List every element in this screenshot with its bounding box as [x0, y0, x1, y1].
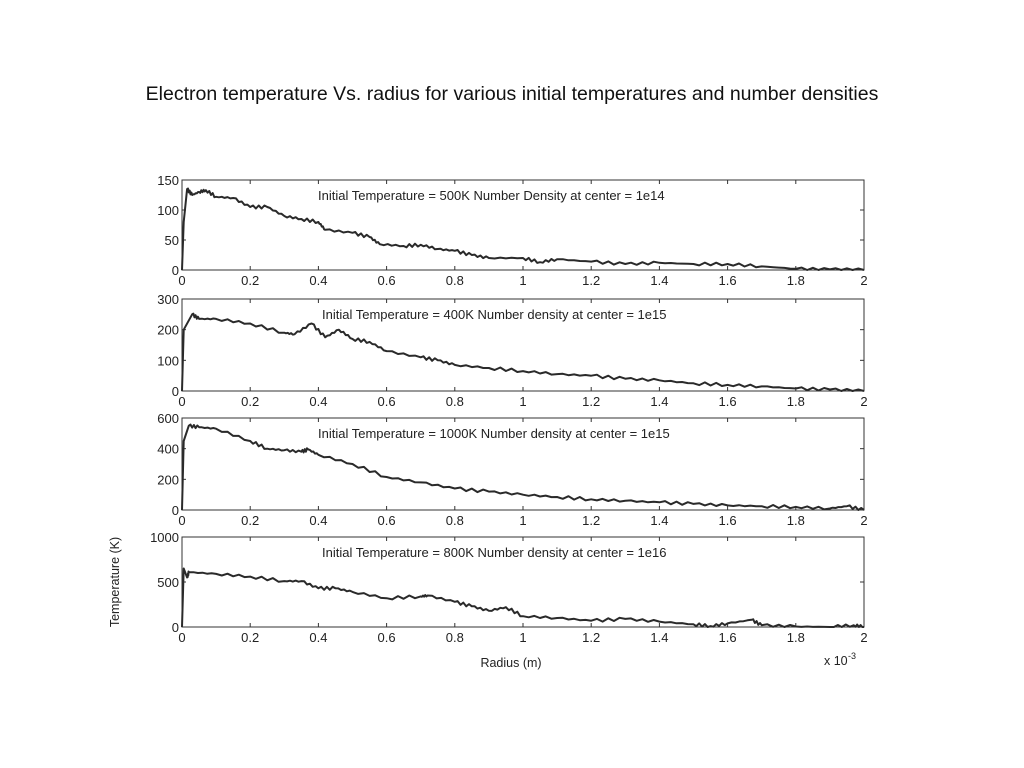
x-tick-label: 1.8: [787, 630, 805, 645]
y-tick-label: 150: [157, 173, 179, 188]
x-tick-label: 1.4: [650, 513, 668, 528]
y-tick-label: 400: [157, 442, 179, 457]
x-tick-label: 0: [178, 273, 185, 288]
slide-title: Electron temperature Vs. radius for vari…: [145, 83, 879, 105]
x-tick-label: 1.4: [650, 273, 668, 288]
y-tick-label: 50: [165, 233, 179, 248]
x-tick-label: 1.4: [650, 394, 668, 409]
panel-annotation: Initial Temperature = 500K Number Densit…: [318, 188, 665, 203]
x-tick-label: 1.2: [582, 273, 600, 288]
y-tick-label: 200: [157, 323, 179, 338]
x-tick-label: 0.2: [241, 273, 259, 288]
x-tick-label: 0.2: [241, 513, 259, 528]
x-tick-label: 1: [519, 273, 526, 288]
x-multiplier-label: x 10: [824, 654, 848, 668]
y-tick-label: 500: [157, 575, 179, 590]
x-tick-label: 1: [519, 513, 526, 528]
panel-annotation: Initial Temperature = 1000K Number densi…: [318, 426, 670, 441]
x-tick-label: 2: [860, 273, 867, 288]
x-tick-label: 0.6: [378, 513, 396, 528]
x-tick-label: 1.2: [582, 394, 600, 409]
x-tick-label: 1: [519, 394, 526, 409]
x-tick-label: 0.2: [241, 394, 259, 409]
series-line: [181, 187, 865, 271]
y-tick-label: 0: [172, 503, 179, 518]
x-tick-label: 2: [860, 394, 867, 409]
y-tick-label: 100: [157, 203, 179, 218]
y-axis-label: Temperature (K): [108, 537, 122, 627]
y-tick-label: 0: [172, 620, 179, 635]
x-tick-label: 0.8: [446, 513, 464, 528]
x-tick-label: 1: [519, 630, 526, 645]
x-tick-label: 0.8: [446, 273, 464, 288]
subplot-1: 0 0.2 0.4 0.6 0.8 1 1.2 1.4 1.6 1.8 2 0 50 100 150 Init…: [157, 173, 867, 288]
x-tick-label: 0: [178, 630, 185, 645]
x-tick-label: 1.8: [787, 513, 805, 528]
subplot-4: 0 0.2 0.4 0.6 0.8 1 1.2 1.4 1.6 1.8 2 0 500 1000 Initi…: [108, 530, 868, 670]
x-tick-label: 2: [860, 513, 867, 528]
x-tick-label: 1.6: [719, 394, 737, 409]
x-tick-label: 0.6: [378, 630, 396, 645]
y-tick-label: 0: [172, 263, 179, 278]
series-line: [181, 312, 865, 392]
x-axis-label: Radius (m): [480, 656, 541, 670]
x-tick-label: 2: [860, 630, 867, 645]
x-tick-label: 0.4: [309, 273, 327, 288]
panel-annotation: Initial Temperature = 400K Number densit…: [322, 307, 666, 322]
x-tick-label: 0.4: [309, 394, 327, 409]
x-tick-label: 1.2: [582, 630, 600, 645]
y-tick-label: 200: [157, 472, 179, 487]
x-tick-label: 1.8: [787, 273, 805, 288]
x-tick-label: 1.4: [650, 630, 668, 645]
x-tick-label: 0.8: [446, 394, 464, 409]
y-tick-label: 300: [157, 292, 179, 307]
series-line: [181, 567, 864, 628]
y-tick-label: 600: [157, 411, 179, 426]
x-tick-label: 0: [178, 513, 185, 528]
subplot-3: 0 0.2 0.4 0.6 0.8 1 1.2 1.4 1.6 1.8 2 0 200 400 600 Ini…: [157, 411, 867, 528]
x-tick-label: 0.4: [309, 630, 327, 645]
x-tick-label: 0.2: [241, 630, 259, 645]
y-tick-label: 1000: [150, 530, 179, 545]
x-tick-label: 1.2: [582, 513, 600, 528]
x-tick-label: 0.8: [446, 630, 464, 645]
x-tick-label: 0.6: [378, 273, 396, 288]
x-tick-label: 0.4: [309, 513, 327, 528]
subplot-2: 0 0.2 0.4 0.6 0.8 1 1.2 1.4 1.6 1.8 2 0 100 200 300 Ini…: [157, 292, 867, 409]
x-tick-label: 1.6: [719, 630, 737, 645]
x-tick-label: 0: [178, 394, 185, 409]
series-line: [181, 423, 865, 511]
y-tick-label: 100: [157, 353, 179, 368]
x-tick-label: 1.6: [719, 273, 737, 288]
x-multiplier-exponent: -3: [848, 651, 856, 661]
x-tick-label: 1.6: [719, 513, 737, 528]
panel-annotation: Initial Temperature = 800K Number densit…: [322, 545, 666, 560]
x-tick-label: 1.8: [787, 394, 805, 409]
x-tick-label: 0.6: [378, 394, 396, 409]
y-tick-label: 0: [172, 384, 179, 399]
